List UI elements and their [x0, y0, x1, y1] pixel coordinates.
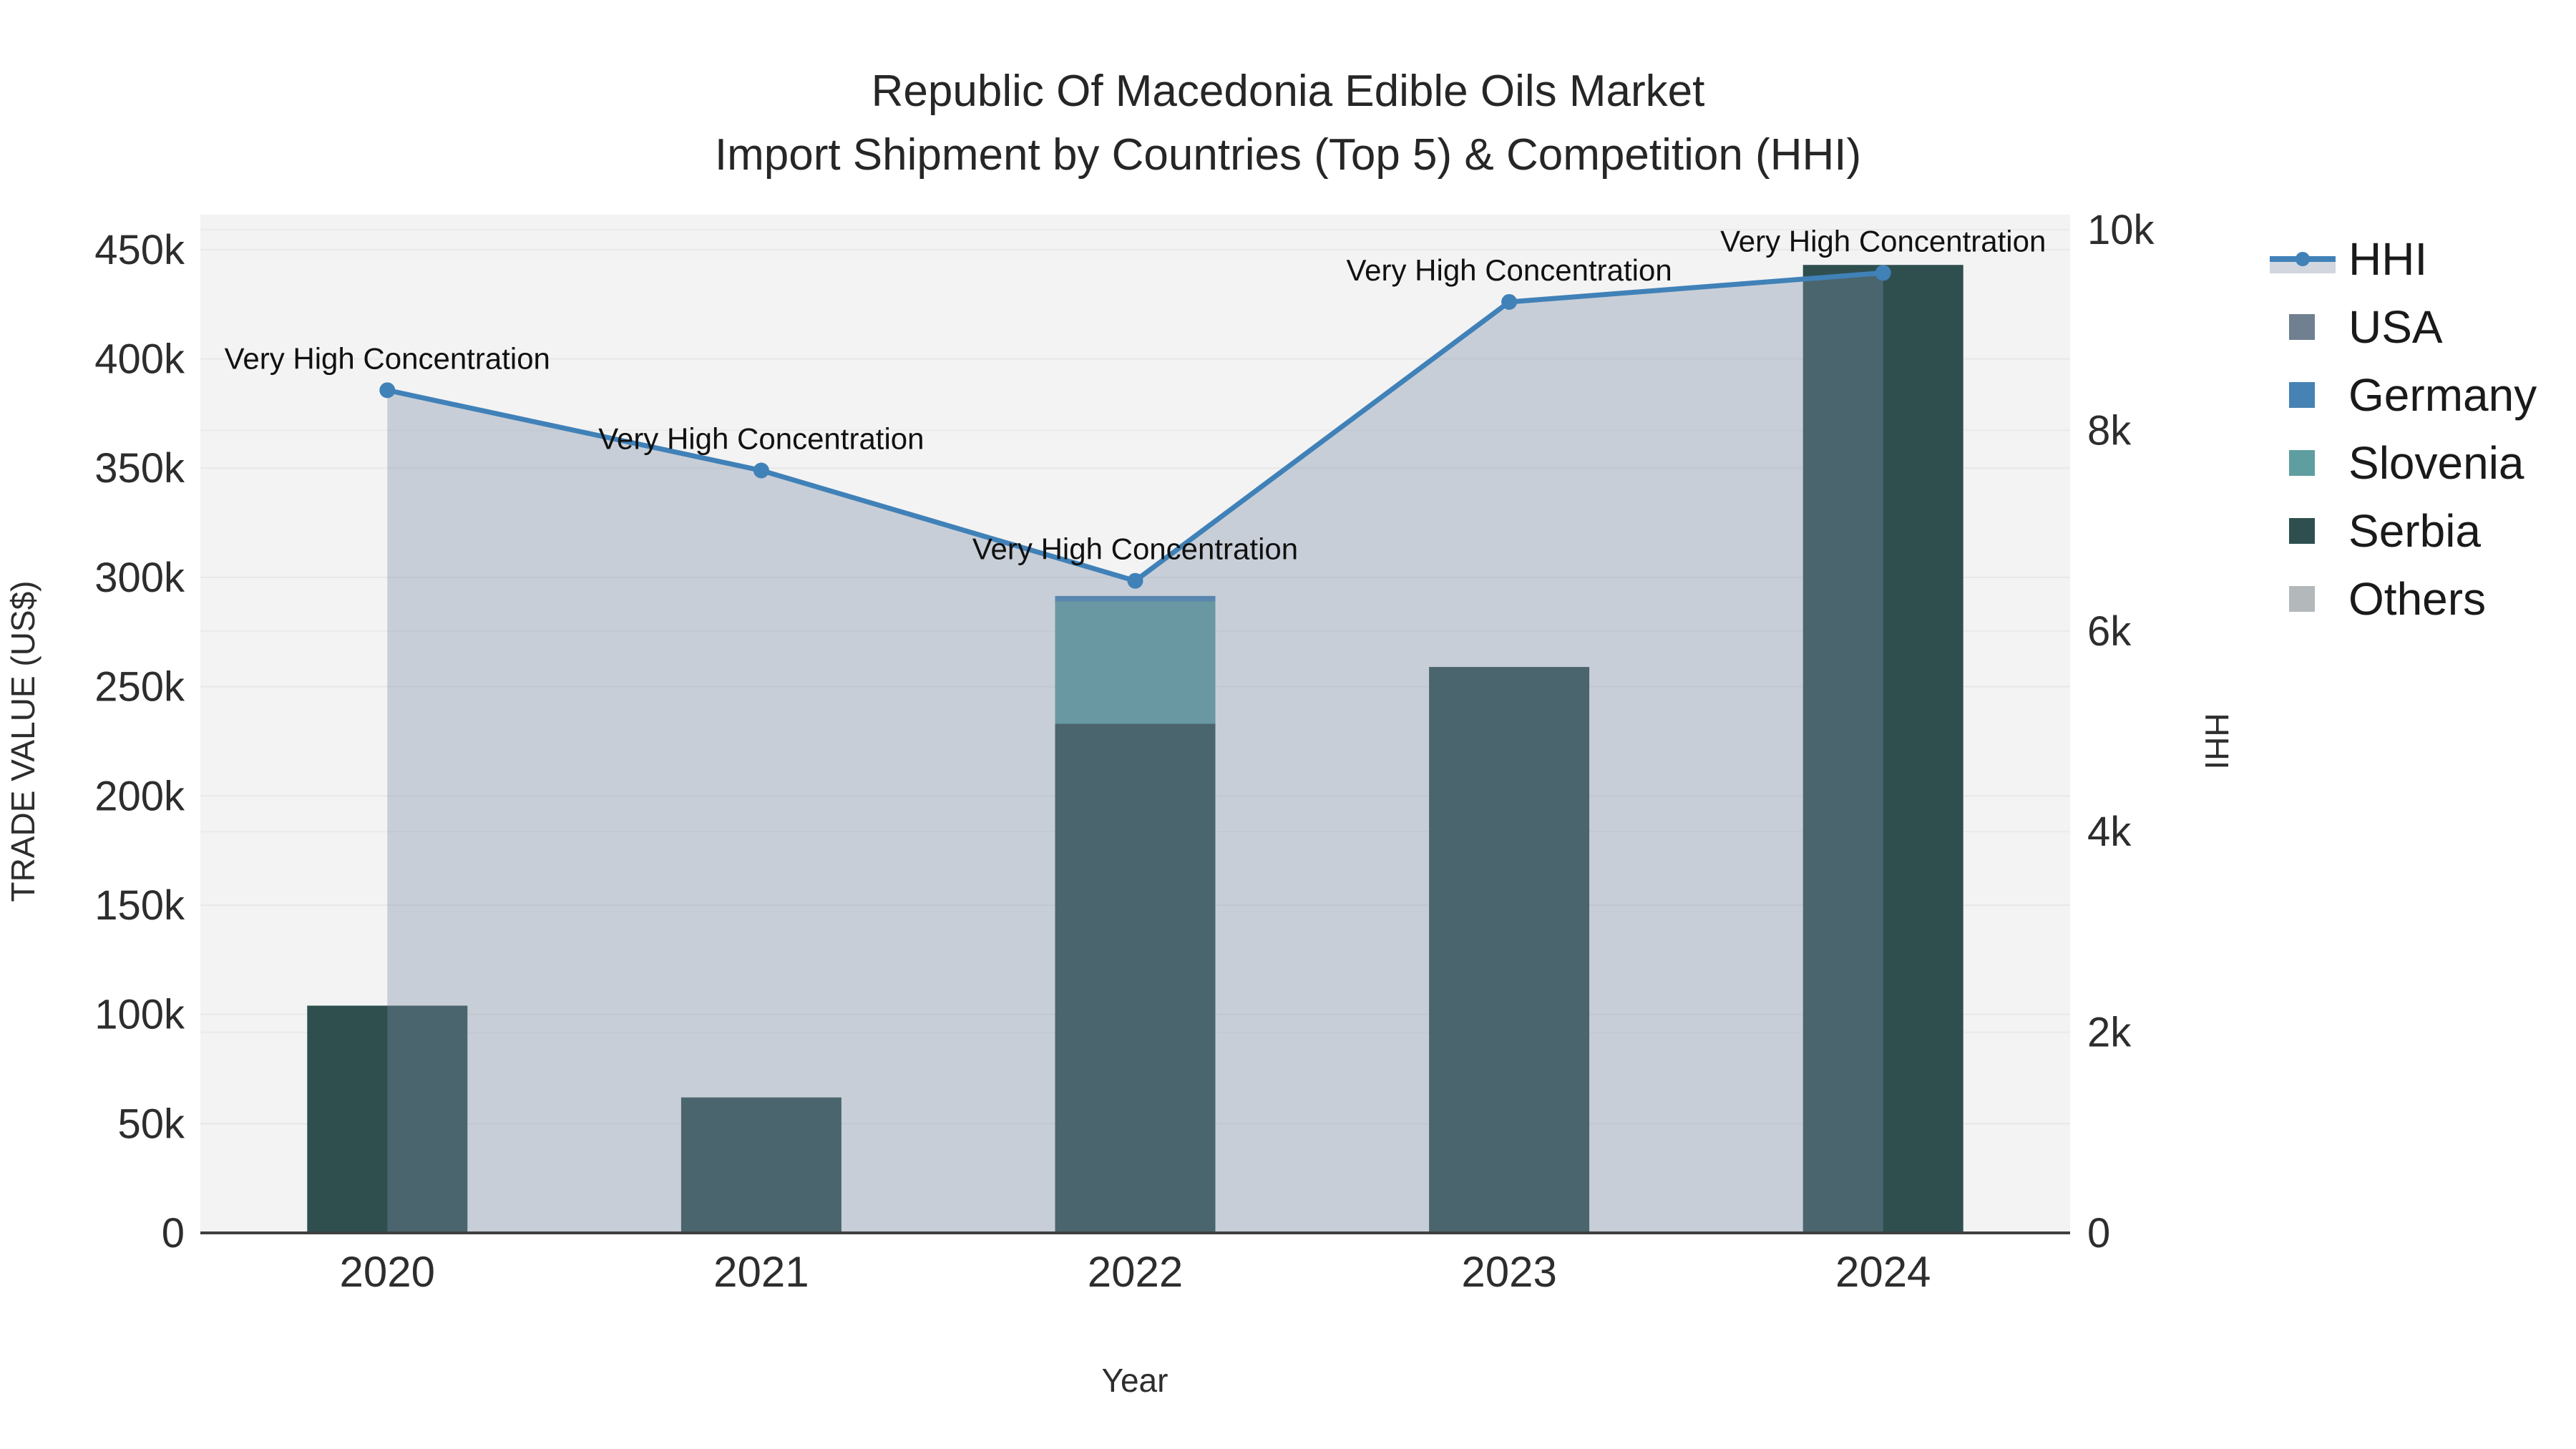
legend-swatch-germany	[2289, 382, 2315, 408]
hhi-marker-2020[interactable]	[379, 382, 396, 399]
left-tick-0: 0	[162, 1210, 185, 1257]
left-tick-400k: 400k	[94, 336, 185, 383]
left-tick-350k: 350k	[94, 445, 185, 492]
legend: HHI USA Germany Slovenia Serbia Others	[2270, 233, 2537, 625]
hhi-marker-2021[interactable]	[753, 462, 769, 479]
bar-segment-serbia-2024[interactable]	[1802, 265, 1963, 1234]
legend-hhi-marker-sample	[2296, 252, 2310, 266]
x-tick-2020: 2020	[340, 1248, 435, 1296]
legend-label-slovenia: Slovenia	[2348, 437, 2524, 489]
annotation-2024: Very High Concentration	[1720, 224, 2046, 258]
right-tick-0: 0	[2087, 1210, 2110, 1257]
legend-item-others[interactable]: Others	[2289, 573, 2486, 625]
legend-swatch-usa	[2289, 314, 2315, 340]
hhi-marker-2022[interactable]	[1127, 572, 1143, 589]
bar-segment-serbia-2023[interactable]	[1429, 667, 1590, 1233]
legend-swatch-slovenia	[2289, 450, 2315, 476]
x-tick-2024: 2024	[1835, 1248, 1931, 1296]
legend-swatch-others	[2289, 586, 2315, 612]
legend-label-germany: Germany	[2348, 369, 2537, 421]
hhi-line-trace	[379, 265, 1891, 589]
bar-segment-slovenia-2022[interactable]	[1055, 601, 1216, 724]
left-tick-150k: 150k	[94, 882, 185, 929]
legend-label-serbia: Serbia	[2348, 505, 2481, 557]
left-tick-200k: 200k	[94, 773, 185, 819]
chart-title-line1: Republic Of Macedonia Edible Oils Market	[872, 67, 1705, 116]
chart-title-line2: Import Shipment by Countries (Top 5) & C…	[715, 130, 1861, 180]
hhi-area-fill	[387, 273, 1883, 1233]
left-tick-300k: 300k	[94, 555, 185, 601]
right-tick-2k: 2k	[2087, 1010, 2132, 1056]
bar-segment-serbia-2021[interactable]	[680, 1097, 841, 1233]
bar-segment-serbia-2020[interactable]	[307, 1005, 468, 1233]
left-tick-50k: 50k	[117, 1101, 185, 1147]
left-axis-tick-labels: 0 50k 100k 150k 200k 250k 300k 350k 400k 450k	[94, 227, 185, 1257]
legend-item-germany[interactable]: Germany	[2289, 369, 2537, 421]
right-tick-8k: 8k	[2087, 407, 2132, 454]
right-tick-6k: 6k	[2087, 608, 2132, 655]
x-tick-2022: 2022	[1088, 1248, 1183, 1296]
x-tick-2023: 2023	[1461, 1248, 1556, 1296]
x-axis-tick-labels: 2020 2021 2022 2023 2024	[340, 1248, 1931, 1296]
x-axis-title: Year	[1102, 1362, 1169, 1399]
hhi-area-fill-shape	[387, 273, 1883, 1233]
legend-label-usa: USA	[2348, 301, 2443, 353]
bar-segment-serbia-2022[interactable]	[1055, 723, 1216, 1234]
right-tick-4k: 4k	[2087, 809, 2132, 855]
legend-item-slovenia[interactable]: Slovenia	[2289, 437, 2524, 489]
legend-label-others: Others	[2348, 573, 2486, 625]
x-tick-2021: 2021	[713, 1248, 809, 1296]
annotation-2020: Very High Concentration	[225, 341, 550, 375]
annotations: Very High Concentration Very High Concent…	[225, 224, 2046, 565]
left-tick-250k: 250k	[94, 664, 185, 711]
left-axis-title: TRADE VALUE (US$)	[4, 580, 42, 902]
bar-segment-germany-2022[interactable]	[1055, 595, 1216, 602]
legend-item-usa[interactable]: USA	[2289, 301, 2443, 353]
left-tick-100k: 100k	[94, 992, 185, 1038]
annotation-2022: Very High Concentration	[972, 532, 1298, 566]
right-axis-title: HHI	[2198, 713, 2235, 769]
annotation-2023: Very High Concentration	[1346, 253, 1672, 287]
legend-item-serbia[interactable]: Serbia	[2289, 505, 2481, 557]
right-axis-tick-labels: 0 2k 4k 6k 8k 10k	[2087, 207, 2155, 1257]
left-tick-450k: 450k	[94, 227, 185, 273]
legend-item-hhi[interactable]: HHI	[2270, 233, 2427, 285]
hhi-marker-2024[interactable]	[1875, 265, 1891, 281]
annotation-2021: Very High Concentration	[598, 422, 924, 456]
legend-swatch-serbia	[2289, 518, 2315, 544]
hhi-marker-2023[interactable]	[1501, 293, 1518, 310]
right-tick-10k: 10k	[2087, 207, 2155, 253]
legend-label-hhi: HHI	[2348, 233, 2427, 285]
bar-traces	[307, 265, 1963, 1234]
